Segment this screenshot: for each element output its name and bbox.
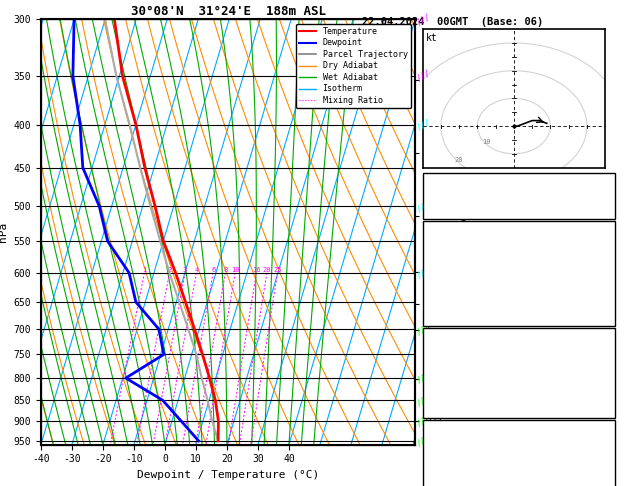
Text: 0: 0 <box>605 390 611 399</box>
Text: 313: 313 <box>593 268 611 278</box>
Text: 0: 0 <box>605 404 611 414</box>
Text: 700: 700 <box>593 346 611 356</box>
Text: CAPE (J): CAPE (J) <box>426 297 474 307</box>
Text: EH: EH <box>426 438 438 448</box>
Text: CIN (J): CIN (J) <box>426 312 467 322</box>
Text: θᵉ(K): θᵉ(K) <box>426 268 456 278</box>
Text: 1: 1 <box>142 267 147 273</box>
Text: 9: 9 <box>605 375 611 385</box>
Text: 10: 10 <box>482 139 491 145</box>
Text: Most Unstable: Most Unstable <box>481 331 557 341</box>
Text: ///: /// <box>415 322 433 337</box>
Text: Lifted Index: Lifted Index <box>426 375 497 385</box>
Text: CIN (J): CIN (J) <box>426 404 467 414</box>
Text: 2: 2 <box>167 267 172 273</box>
Text: 344°: 344° <box>587 468 611 477</box>
Text: 10: 10 <box>231 267 240 273</box>
Text: 20: 20 <box>263 267 271 273</box>
Text: kt: kt <box>426 34 438 43</box>
Y-axis label: km
ASL: km ASL <box>462 223 477 242</box>
Text: Pressure (mb): Pressure (mb) <box>426 346 503 356</box>
Text: Totals Totals: Totals Totals <box>426 191 503 200</box>
X-axis label: Dewpoint / Temperature (°C): Dewpoint / Temperature (°C) <box>137 470 319 480</box>
Text: 16: 16 <box>252 267 260 273</box>
Text: θᵉ (K): θᵉ (K) <box>426 361 462 370</box>
Text: 8: 8 <box>223 267 228 273</box>
Text: Lifted Index: Lifted Index <box>426 283 497 293</box>
Text: PW (cm): PW (cm) <box>426 205 467 215</box>
Text: 24: 24 <box>599 191 611 200</box>
Text: 9: 9 <box>605 283 611 293</box>
Text: StmDir: StmDir <box>426 468 462 477</box>
Text: 6: 6 <box>211 267 215 273</box>
Text: -40: -40 <box>593 438 611 448</box>
Text: StmSpd (kt): StmSpd (kt) <box>426 482 491 486</box>
Text: SREH: SREH <box>426 453 450 463</box>
Text: 22.04.2024  00GMT  (Base: 06): 22.04.2024 00GMT (Base: 06) <box>362 17 543 27</box>
Text: 20: 20 <box>455 157 464 163</box>
Text: ///: /// <box>415 433 433 449</box>
Text: ///: /// <box>415 414 433 429</box>
Text: 1.05: 1.05 <box>587 205 611 215</box>
Text: 16.8: 16.8 <box>587 239 611 249</box>
Text: ///: /// <box>415 68 433 84</box>
Text: ///: /// <box>415 265 433 280</box>
Text: Dewp (°C): Dewp (°C) <box>426 254 479 263</box>
Text: © weatheronline.co.uk: © weatheronline.co.uk <box>467 472 571 481</box>
Text: ///: /// <box>415 117 433 132</box>
Text: 0: 0 <box>605 312 611 322</box>
Text: Hodograph: Hodograph <box>492 424 545 434</box>
Text: ///: /// <box>415 370 433 386</box>
Text: 5: 5 <box>605 453 611 463</box>
Text: 17: 17 <box>599 482 611 486</box>
Text: ///: /// <box>415 393 433 408</box>
Text: 10.5: 10.5 <box>587 254 611 263</box>
Text: 3: 3 <box>183 267 187 273</box>
Text: ///: /// <box>415 199 433 214</box>
Title: 30°08'N  31°24'E  188m ASL: 30°08'N 31°24'E 188m ASL <box>130 5 326 18</box>
Y-axis label: hPa: hPa <box>0 222 8 242</box>
Text: Surface: Surface <box>498 225 539 234</box>
Text: CAPE (J): CAPE (J) <box>426 390 474 399</box>
Y-axis label: Mixing Ratio (g/kg): Mixing Ratio (g/kg) <box>460 181 469 283</box>
Text: 314: 314 <box>593 361 611 370</box>
Text: ///: /// <box>415 12 433 27</box>
Text: 4: 4 <box>194 267 199 273</box>
Text: -6: -6 <box>599 176 611 186</box>
Text: 25: 25 <box>273 267 282 273</box>
Text: 0: 0 <box>605 297 611 307</box>
Text: K: K <box>426 176 432 186</box>
Legend: Temperature, Dewpoint, Parcel Trajectory, Dry Adiabat, Wet Adiabat, Isotherm, Mi: Temperature, Dewpoint, Parcel Trajectory… <box>296 24 411 108</box>
Text: Temp (°C): Temp (°C) <box>426 239 479 249</box>
